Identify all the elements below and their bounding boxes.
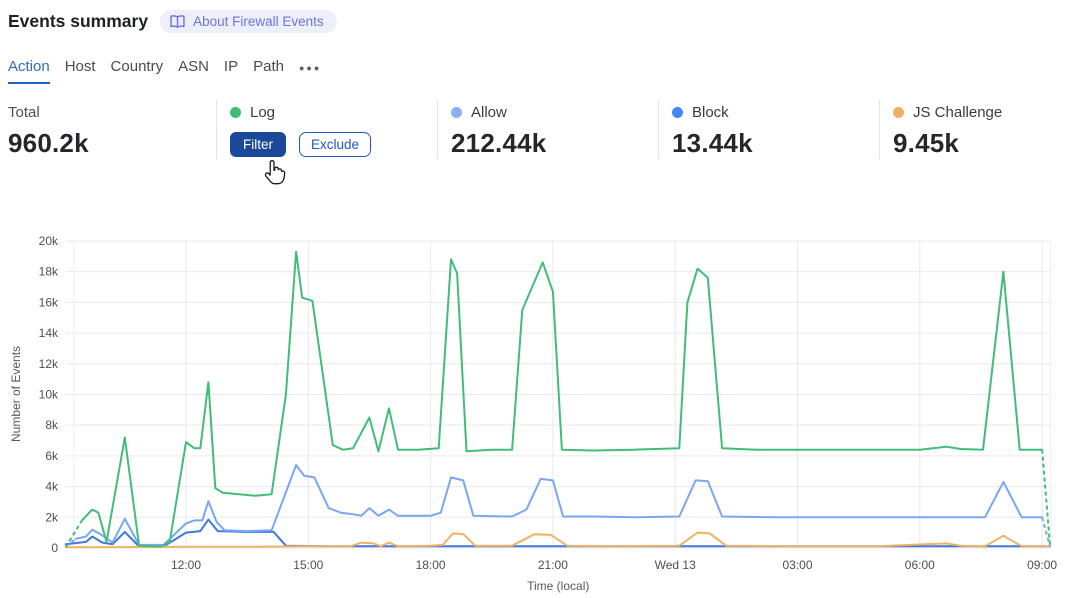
series-line-log-dashed-end	[1041, 449, 1052, 548]
y-tick-label: 20k	[39, 234, 59, 248]
tab-action[interactable]: Action	[8, 58, 50, 84]
allow-label: Allow	[471, 104, 507, 121]
y-tick-label: 10k	[39, 387, 59, 401]
y-tick-label: 6k	[45, 449, 59, 463]
tab-path[interactable]: Path	[253, 58, 284, 75]
tab-country[interactable]: Country	[110, 58, 164, 75]
x-tick-label: 15:00	[293, 558, 323, 572]
block-value: 13.44k	[672, 128, 753, 158]
y-tick-label: 8k	[45, 418, 59, 432]
x-tick-label: 03:00	[782, 558, 812, 572]
series-line-log-dashed-start	[64, 519, 83, 548]
about-firewall-events-badge[interactable]: About Firewall Events	[160, 10, 337, 33]
block-dot-icon	[672, 107, 683, 118]
filter-button[interactable]: Filter	[230, 132, 286, 157]
stat-card-log: Log Filter Exclude	[216, 100, 437, 159]
x-tick-label: 06:00	[905, 558, 935, 572]
series-line-js-challenge	[64, 531, 1050, 549]
log-label: Log	[250, 104, 276, 121]
stat-card-block: Block 13.44k	[658, 100, 879, 159]
tab-asn[interactable]: ASN	[178, 58, 209, 75]
page-title: Events summary	[8, 11, 149, 31]
book-icon	[169, 14, 186, 29]
js-challenge-value: 9.45k	[893, 128, 960, 158]
header: Events summary About Firewall Events	[8, 10, 337, 33]
allow-dot-icon	[451, 107, 462, 118]
x-tick-label: 18:00	[416, 558, 446, 572]
exclude-button[interactable]: Exclude	[299, 132, 372, 157]
x-axis-title: Time (local)	[527, 579, 589, 593]
block-label: Block	[692, 104, 729, 121]
tabs-more-button[interactable]: ●●●	[298, 63, 322, 73]
stat-card-js-challenge: JS Challenge 9.45k	[879, 100, 1068, 159]
tab-bar: Action Host Country ASN IP Path ●●●	[8, 58, 321, 84]
series-line-allow-dashed-end	[1041, 517, 1052, 548]
allow-value: 212.44k	[451, 128, 547, 158]
badge-label: About Firewall Events	[193, 14, 324, 29]
x-tick-label: 21:00	[538, 558, 568, 572]
y-tick-label: 2k	[45, 510, 59, 524]
js-challenge-label: JS Challenge	[913, 104, 1003, 121]
y-tick-label: 18k	[39, 265, 59, 279]
stat-card-total: Total 960.2k	[8, 100, 216, 159]
y-tick-label: 0	[51, 541, 58, 555]
series-line-block	[64, 518, 1048, 548]
total-label: Total	[8, 104, 40, 121]
total-value: 960.2k	[8, 128, 89, 158]
tab-ip[interactable]: IP	[223, 58, 239, 75]
y-tick-label: 16k	[39, 295, 59, 309]
y-axis-title: Number of Events	[9, 346, 23, 442]
y-tick-label: 4k	[45, 480, 59, 494]
y-tick-label: 14k	[39, 326, 59, 340]
y-tick-label: 12k	[39, 357, 59, 371]
x-tick-label: 09:00	[1027, 558, 1057, 572]
series-line-log	[81, 250, 1044, 548]
js-challenge-dot-icon	[893, 107, 904, 118]
series-line-allow	[74, 464, 1044, 546]
tab-host[interactable]: Host	[64, 58, 96, 75]
log-dot-icon	[230, 107, 241, 118]
stat-card-allow: Allow 212.44k	[437, 100, 658, 159]
x-tick-label: Wed 13	[655, 558, 696, 572]
x-tick-label: 12:00	[171, 558, 201, 572]
stats-row: Total 960.2k Log Filter Exclude Allow 21…	[8, 100, 1068, 159]
